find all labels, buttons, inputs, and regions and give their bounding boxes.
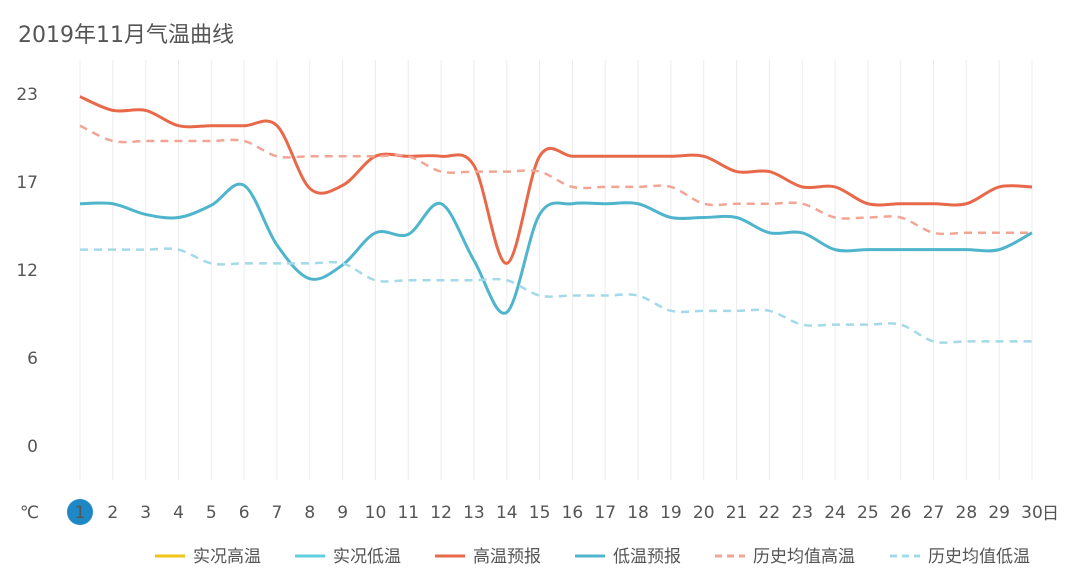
legend-label: 高温预报 xyxy=(473,547,541,567)
x-tick-label: 16 xyxy=(562,503,584,523)
x-tick-label: 15 xyxy=(529,503,551,523)
x-tick-label: 24 xyxy=(824,503,846,523)
x-tick-label: 13 xyxy=(463,503,485,523)
legend-label: 低温预报 xyxy=(613,547,681,567)
y-tick-label: 23 xyxy=(16,85,38,105)
series-line xyxy=(79,182,1033,315)
x-tick-label: 21 xyxy=(726,503,748,523)
x-tick-label: 27 xyxy=(923,503,945,523)
series-line xyxy=(79,124,1032,236)
x-tick-label: 7 xyxy=(272,503,283,523)
series-line xyxy=(79,95,1033,265)
x-tick-label: 5 xyxy=(206,503,217,523)
y-unit-label: ℃ xyxy=(20,503,39,523)
x-tick-label: 14 xyxy=(496,503,518,523)
x-tick-label: 28 xyxy=(956,503,978,523)
x-tick-label: 2 xyxy=(107,503,118,523)
x-tick-label: 1 xyxy=(75,503,86,523)
x-unit-label: 日 xyxy=(1042,504,1059,524)
x-tick-label: 30 xyxy=(1021,503,1043,523)
x-tick-label: 25 xyxy=(857,503,879,523)
x-tick-label: 19 xyxy=(660,503,682,523)
legend-label: 历史均值高温 xyxy=(753,547,855,567)
legend-label: 实况高温 xyxy=(193,547,261,567)
x-tick-label: 20 xyxy=(693,503,715,523)
x-tick-label: 8 xyxy=(304,503,315,523)
x-tick-label: 11 xyxy=(397,503,419,523)
y-tick-label: 6 xyxy=(27,349,38,369)
x-tick-label: 29 xyxy=(988,503,1010,523)
x-tick-label: 12 xyxy=(430,503,452,523)
legend-label: 历史均值低温 xyxy=(928,547,1030,567)
legend-label: 实况低温 xyxy=(333,547,401,567)
x-tick-label: 3 xyxy=(140,503,151,523)
x-tick-label: 18 xyxy=(627,503,649,523)
y-tick-label: 17 xyxy=(16,173,38,193)
x-tick-label: 17 xyxy=(594,503,616,523)
x-tick-label: 22 xyxy=(759,503,781,523)
x-tick-label: 6 xyxy=(239,503,250,523)
y-tick-label: 0 xyxy=(27,437,38,457)
series-line xyxy=(80,247,1032,344)
x-tick-label: 23 xyxy=(791,503,813,523)
selected-day-marker xyxy=(67,499,93,525)
x-tick-label: 4 xyxy=(173,503,184,523)
x-tick-label: 10 xyxy=(365,503,387,523)
x-tick-label: 26 xyxy=(890,503,912,523)
x-tick-label: 9 xyxy=(337,503,348,523)
chart-title: 2019年11月气温曲线 xyxy=(18,23,234,48)
y-tick-label: 12 xyxy=(16,261,38,281)
